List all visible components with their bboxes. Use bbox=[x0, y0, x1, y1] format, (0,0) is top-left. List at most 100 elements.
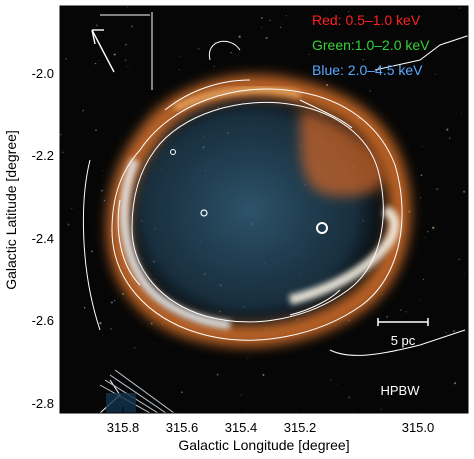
star-speck bbox=[71, 207, 73, 210]
star-speck bbox=[110, 301, 113, 304]
star-speck bbox=[262, 373, 265, 376]
star-speck bbox=[452, 329, 456, 333]
star-speck bbox=[454, 382, 457, 385]
hpbw-label: HPBW bbox=[381, 383, 421, 398]
star-speck bbox=[240, 394, 242, 396]
y-tick-minus-2-8: -2.8 bbox=[32, 396, 54, 411]
star-speck bbox=[125, 43, 127, 46]
star-speck bbox=[308, 53, 310, 56]
star-speck bbox=[216, 373, 219, 376]
y-tick-minus-2-2: -2.2 bbox=[32, 148, 54, 163]
y-tick-labels: -2.0 -2.2 -2.4 -2.6 -2.8 bbox=[32, 66, 54, 411]
star-speck bbox=[435, 73, 437, 75]
star-speck bbox=[348, 396, 351, 399]
star-speck bbox=[67, 223, 70, 226]
star-speck bbox=[445, 331, 447, 334]
star-speck bbox=[102, 170, 104, 172]
star-speck bbox=[405, 310, 407, 313]
star-speck bbox=[448, 137, 451, 139]
legend-green: Green:1.0–2.0 keV bbox=[312, 37, 430, 53]
star-speck bbox=[109, 327, 113, 330]
star-speck bbox=[380, 409, 382, 410]
north-arrow bbox=[91, 29, 115, 73]
star-speck bbox=[463, 273, 465, 275]
star-speck bbox=[369, 90, 371, 92]
star-speck bbox=[83, 307, 86, 309]
star-speck bbox=[347, 10, 350, 13]
star-speck bbox=[416, 73, 418, 75]
star-speck bbox=[94, 62, 97, 65]
star-speck bbox=[421, 145, 423, 147]
star-speck bbox=[90, 250, 94, 253]
star-speck bbox=[130, 25, 134, 28]
star-speck bbox=[285, 15, 287, 17]
x-tick-315-0: 315.0 bbox=[402, 420, 435, 435]
star-speck bbox=[95, 129, 97, 131]
scale-bar: 5 pc bbox=[377, 318, 429, 348]
plot-frame bbox=[59, 5, 469, 414]
star-speck bbox=[260, 26, 263, 28]
y-tick-minus-2-4: -2.4 bbox=[32, 231, 54, 246]
star-speck bbox=[446, 128, 449, 131]
x-tick-315-8: 315.8 bbox=[107, 420, 140, 435]
x-tick-315-4: 315.4 bbox=[225, 420, 258, 435]
star-speck bbox=[420, 174, 423, 176]
star-speck bbox=[463, 190, 466, 193]
star-speck bbox=[269, 19, 271, 22]
remnant-rim-west bbox=[119, 158, 231, 330]
y-tick-minus-2-6: -2.6 bbox=[32, 313, 54, 328]
remnant-ne-lobe bbox=[300, 110, 386, 197]
star-speck bbox=[178, 68, 180, 71]
star-speck bbox=[458, 258, 460, 260]
image-content: Red: 0.5–1.0 keV Green:1.0–2.0 keV Blue:… bbox=[60, 6, 468, 413]
star-speck bbox=[82, 109, 84, 112]
star-speck bbox=[247, 357, 249, 359]
star-speck bbox=[213, 65, 215, 68]
legend-blue: Blue: 2.0–4.5 keV bbox=[312, 62, 423, 78]
compact-source-2 bbox=[200, 209, 208, 217]
star-speck bbox=[65, 58, 67, 60]
star-speck bbox=[326, 8, 328, 10]
star-speck bbox=[62, 151, 64, 154]
instrument-artifact bbox=[99, 369, 175, 413]
star-speck bbox=[153, 343, 155, 345]
star-speck bbox=[426, 230, 429, 233]
y-axis-title: Galactic Latitude [degree] bbox=[3, 130, 19, 290]
star-speck bbox=[150, 322, 153, 325]
star-speck bbox=[326, 83, 329, 87]
star-speck bbox=[432, 226, 435, 229]
x-axis-ticks bbox=[122, 407, 419, 413]
scale-bar-label: 5 pc bbox=[391, 333, 416, 348]
star-speck bbox=[124, 59, 127, 62]
star-speck bbox=[134, 347, 136, 349]
star-speck bbox=[122, 292, 124, 295]
x-axis-title: Galactic Longitude [degree] bbox=[178, 437, 349, 453]
star-speck bbox=[99, 321, 102, 325]
star-speck bbox=[424, 236, 426, 238]
star-speck bbox=[197, 47, 200, 50]
star-speck bbox=[113, 299, 116, 302]
star-speck bbox=[179, 55, 180, 57]
star-speck bbox=[436, 188, 439, 191]
star-speck bbox=[444, 41, 446, 44]
star-speck bbox=[362, 59, 364, 61]
star-speck bbox=[127, 65, 129, 67]
star-speck bbox=[230, 51, 232, 54]
star-speck bbox=[420, 197, 422, 199]
radio-contours bbox=[82, 12, 468, 413]
x-tick-labels: 315.8 315.6 315.4 315.2 315.0 bbox=[107, 420, 435, 435]
compact-source-1 bbox=[316, 222, 328, 234]
star-speck bbox=[119, 139, 121, 141]
star-speck bbox=[460, 113, 462, 115]
remnant-rim-east bbox=[288, 205, 400, 305]
energy-legend: Red: 0.5–1.0 keV Green:1.0–2.0 keV Blue:… bbox=[312, 12, 430, 78]
star-speck bbox=[458, 7, 460, 9]
star-speck bbox=[265, 36, 268, 40]
star-speck bbox=[261, 17, 263, 19]
y-tick-minus-2-0: -2.0 bbox=[32, 66, 54, 81]
x-tick-315-2: 315.2 bbox=[284, 420, 317, 435]
star-speck bbox=[330, 379, 332, 381]
star-speck bbox=[96, 24, 98, 27]
star-speck bbox=[97, 59, 99, 61]
